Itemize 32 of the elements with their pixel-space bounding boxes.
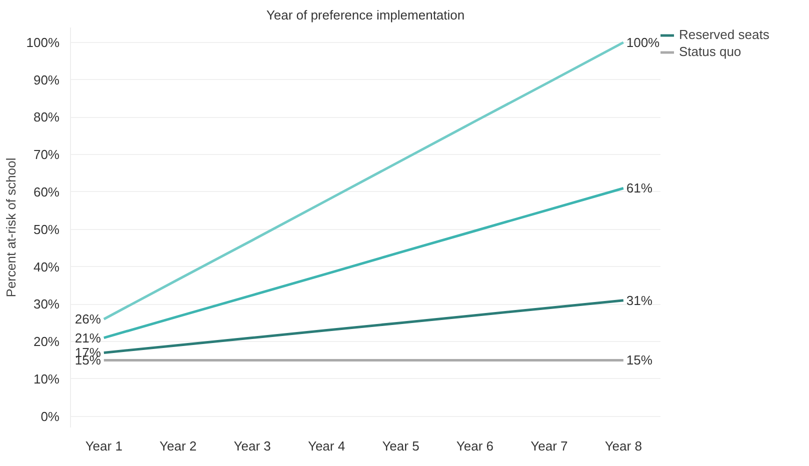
y-tick-label: 70%	[33, 147, 60, 162]
y-tick-label: 10%	[33, 371, 60, 386]
y-tick-label: 80%	[33, 110, 60, 125]
x-tick-label: Year 6	[456, 438, 494, 454]
y-tick-label: 50%	[33, 222, 60, 237]
x-tick-label: Year 2	[160, 438, 197, 454]
x-tick-label: Year 4	[308, 438, 346, 454]
y-axis-title: Percent at-risk of school	[3, 158, 18, 298]
data-label: 26%	[74, 312, 102, 327]
x-axis-title: Year of preference implementation	[266, 8, 465, 22]
y-tick-label: 40%	[33, 259, 60, 274]
y-tick-label: 100%	[26, 34, 60, 50]
data-label: 100%	[626, 34, 660, 50]
line-series	[102, 187, 625, 340]
y-tick-label: 20%	[33, 334, 60, 350]
data-label: 15%	[626, 352, 653, 368]
legend-label: Status quo	[679, 44, 742, 59]
legend-label: Reserved seats	[679, 27, 770, 42]
y-tick-label: 0%	[40, 408, 60, 424]
x-tick-label: Year 7	[530, 438, 568, 454]
data-label: 21%	[74, 330, 102, 346]
x-tick-label: Year 1	[85, 438, 122, 454]
y-tick-label: 60%	[33, 184, 60, 200]
x-tick-label: Year 5	[382, 438, 420, 454]
y-tick-label: 90%	[33, 72, 60, 88]
y-tick-label: 30%	[33, 296, 60, 312]
data-label: 31%	[626, 292, 653, 308]
data-label: 61%	[626, 180, 653, 196]
line-series	[102, 299, 625, 354]
x-tick-label: Year 3	[234, 438, 271, 454]
line-series	[102, 41, 625, 320]
x-tick-label: Year 8	[604, 438, 642, 454]
